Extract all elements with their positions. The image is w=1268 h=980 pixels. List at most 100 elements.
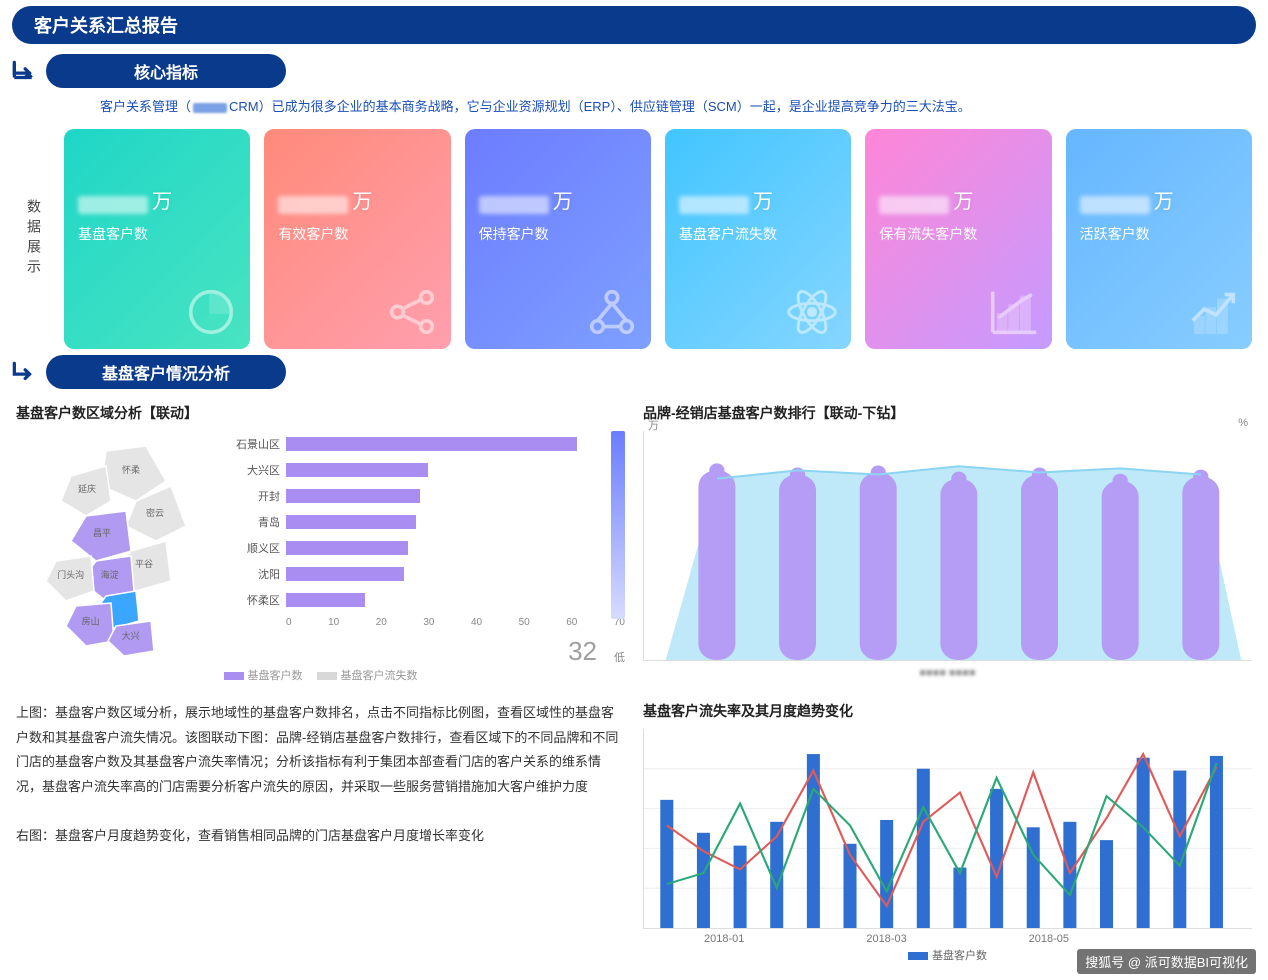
panel-trend-title: 基盘客户流失率及其月度趋势变化 bbox=[643, 701, 1252, 721]
panel-description-text: 上图：基盘客户数区域分析，展示地域性的基盘客户数排名，点击不同指标比例图，查看区… bbox=[16, 701, 625, 963]
hbar-track bbox=[286, 463, 601, 477]
kpi-value-redacted bbox=[679, 196, 749, 214]
hbar-category-label: 怀柔区 bbox=[226, 592, 286, 608]
kpi-value-redacted bbox=[879, 196, 949, 214]
hbar-track bbox=[286, 567, 601, 581]
brand-combo-chart[interactable]: 万 % bbox=[643, 431, 1252, 661]
kpi-label: 保持客户数 bbox=[479, 224, 637, 244]
hbar-row[interactable]: 大兴区 bbox=[226, 457, 625, 483]
barline-icon bbox=[984, 283, 1042, 341]
redacted-icon bbox=[193, 103, 227, 113]
hbar-track bbox=[286, 489, 601, 503]
svg-text:怀柔: 怀柔 bbox=[122, 464, 140, 475]
description-p1: 上图：基盘客户数区域分析，展示地域性的基盘客户数排名，点击不同指标比例图，查看区… bbox=[16, 701, 625, 800]
kpi-card-2[interactable]: 万 保持客户数 bbox=[465, 129, 651, 349]
hbar-row[interactable]: 石景山区 bbox=[226, 431, 625, 457]
trend-legend-swatch bbox=[908, 952, 928, 960]
section-core-metrics-pill: 核心指标 bbox=[46, 54, 286, 88]
svg-text:大兴: 大兴 bbox=[122, 630, 140, 641]
kpi-card-1[interactable]: 万 有效客户数 bbox=[264, 129, 450, 349]
kpi-unit: 万 bbox=[152, 191, 172, 213]
arrow-right-icon bbox=[10, 58, 36, 84]
intro-prefix: 客户关系管理（ bbox=[100, 99, 191, 114]
section-core-metrics-label: 核心指标 bbox=[134, 65, 198, 82]
kpi-value-redacted bbox=[1080, 196, 1150, 214]
panel-region-analysis: 基盘客户数区域分析【联动】 怀柔延庆密云昌平平谷海淀 门头沟房山大兴 石景山区 大… bbox=[16, 403, 625, 683]
description-p2: 右图：基盘客户月度趋势变化，查看销售相同品牌的门店基盘客户月度增长率变化 bbox=[16, 824, 625, 849]
hbar-category-label: 青岛 bbox=[226, 514, 286, 530]
thermo-label: 低 bbox=[614, 649, 625, 665]
kpi-value-redacted bbox=[78, 196, 148, 214]
panel-trend: 基盘客户流失率及其月度趋势变化 2018-012018-032018-05 基盘… bbox=[643, 701, 1252, 963]
kpi-card-3[interactable]: 万 基盘客户流失数 bbox=[665, 129, 851, 349]
share-icon bbox=[383, 283, 441, 341]
atom-icon bbox=[783, 283, 841, 341]
hbar-fill bbox=[286, 593, 365, 607]
hbar-row[interactable]: 开封 bbox=[226, 483, 625, 509]
intro-body: CRM）已成为很多企业的基本商务战略，它与企业资源规划（ERP）、供应链管理（S… bbox=[229, 99, 971, 114]
hbar-row[interactable]: 沈阳 bbox=[226, 561, 625, 587]
kpi-card-0[interactable]: 万 基盘客户数 bbox=[64, 129, 250, 349]
svg-text:延庆: 延庆 bbox=[78, 483, 96, 494]
report-title: 客户关系汇总报告 bbox=[34, 16, 178, 36]
svg-text:海淀: 海淀 bbox=[101, 569, 119, 580]
hbar-category-label: 沈阳 bbox=[226, 566, 286, 582]
kpi-label: 保有流失客户数 bbox=[879, 224, 1037, 244]
kpi-unit: 万 bbox=[553, 191, 573, 213]
svg-text:门头沟: 门头沟 bbox=[57, 569, 84, 580]
kpi-card-4[interactable]: 万 保有流失客户数 bbox=[865, 129, 1051, 349]
section-core-metrics-header: 核心指标 bbox=[10, 54, 1268, 88]
hbar-row[interactable]: 顺义区 bbox=[226, 535, 625, 561]
svg-text:昌平: 昌平 bbox=[93, 528, 111, 538]
hbar-track bbox=[286, 437, 601, 451]
kpi-label: 活跃客户数 bbox=[1080, 224, 1238, 244]
hbar-big-number: 32 bbox=[568, 636, 597, 667]
region-map[interactable]: 怀柔延庆密云昌平平谷海淀 门头沟房山大兴 bbox=[16, 431, 216, 661]
hbar-row[interactable]: 青岛 bbox=[226, 509, 625, 535]
panel-brand-title: 品牌-经销店基盘客户数排行【联动-下钻】 bbox=[643, 403, 1252, 423]
kpi-unit: 万 bbox=[352, 191, 372, 213]
growth-icon bbox=[1184, 283, 1242, 341]
trend-x-labels: 2018-012018-032018-05 bbox=[643, 933, 1252, 945]
kpi-label: 基盘客户流失数 bbox=[679, 224, 837, 244]
combo-y-right-unit: % bbox=[1238, 417, 1248, 429]
panel-region-title: 基盘客户数区域分析【联动】 bbox=[16, 403, 625, 423]
bottom-grid: 上图：基盘客户数区域分析，展示地域性的基盘客户数排名，点击不同指标比例图，查看区… bbox=[16, 701, 1252, 963]
section-analysis-header: 基盘客户情况分析 bbox=[10, 355, 1268, 389]
hbar-category-label: 开封 bbox=[226, 488, 286, 504]
trend-legend-label: 基盘客户数 bbox=[932, 950, 987, 962]
hbar-fill bbox=[286, 437, 577, 451]
hbar-row[interactable]: 怀柔区 bbox=[226, 587, 625, 613]
arrow-right-icon bbox=[10, 359, 36, 385]
kpi-value-redacted bbox=[479, 196, 549, 214]
kpi-label: 有效客户数 bbox=[278, 224, 436, 244]
hbar-fill bbox=[286, 515, 416, 529]
svg-text:密云: 密云 bbox=[146, 507, 164, 518]
svg-text:房山: 房山 bbox=[82, 615, 100, 626]
kpi-card-row: 万 基盘客户数 万 有效客户数 万 保持客户数 万 基盘客户流失数 万 保有流失… bbox=[64, 129, 1252, 349]
hbar-fill bbox=[286, 541, 408, 555]
hbar-track bbox=[286, 515, 601, 529]
section-analysis-pill: 基盘客户情况分析 bbox=[46, 355, 286, 389]
intro-description: 客户关系管理（ CRM）已成为很多企业的基本商务战略，它与企业资源规划（ERP）、… bbox=[100, 96, 1228, 115]
hbar-fill bbox=[286, 463, 428, 477]
report-title-bar: 客户关系汇总报告 bbox=[12, 6, 1256, 44]
watermark: 搜狐号 @ 派可数据BI可视化 bbox=[1077, 949, 1256, 974]
hbar-fill bbox=[286, 489, 420, 503]
map-legend: 基盘客户数基盘客户流失数 bbox=[16, 667, 625, 683]
svg-text:平谷: 平谷 bbox=[135, 559, 153, 569]
kpi-area: 数据展示 万 基盘客户数 万 有效客户数 万 保持客户数 万 基盘客户流失数 万… bbox=[16, 129, 1252, 349]
kpi-label: 基盘客户数 bbox=[78, 224, 236, 244]
combo-y-left-unit: 万 bbox=[648, 417, 659, 433]
trend-combo-chart[interactable] bbox=[643, 729, 1252, 929]
hbar-category-label: 石景山区 bbox=[226, 436, 286, 452]
nodes-icon bbox=[583, 283, 641, 341]
kpi-unit: 万 bbox=[753, 191, 773, 213]
kpi-unit: 万 bbox=[1154, 191, 1174, 213]
kpi-value-redacted bbox=[278, 196, 348, 214]
region-hbar-chart[interactable]: 石景山区 大兴区 开封 青岛 顺义区 沈阳 怀柔区 01020304050607… bbox=[226, 431, 625, 661]
hbar-track bbox=[286, 593, 601, 607]
hbar-category-label: 大兴区 bbox=[226, 462, 286, 478]
pie-icon bbox=[182, 283, 240, 341]
kpi-card-5[interactable]: 万 活跃客户数 bbox=[1066, 129, 1252, 349]
